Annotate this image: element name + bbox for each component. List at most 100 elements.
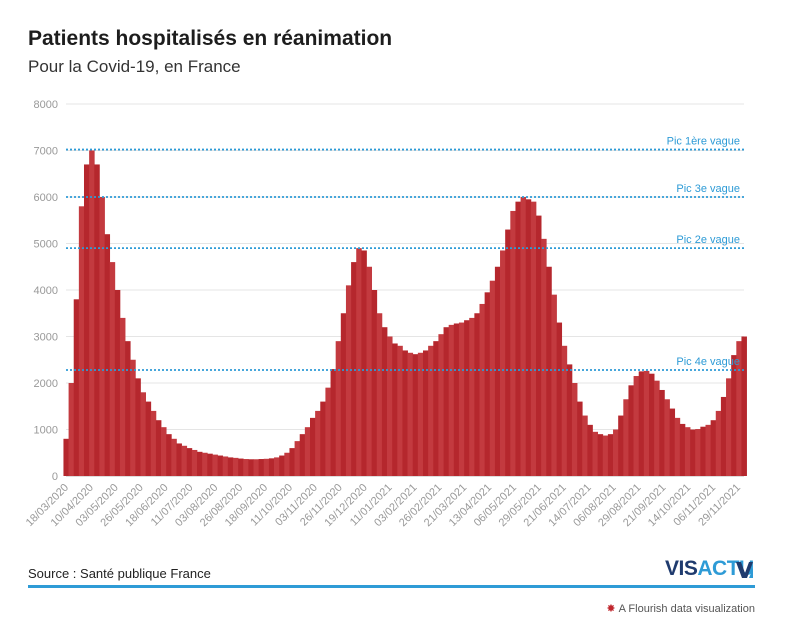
y-axis: 0 1000 2000 3000 4000 5000 6000 7000 8000 [34,99,58,483]
chart-title: Patients hospitalisés en réanimation [28,27,393,50]
bar [664,399,670,476]
bar [448,324,455,476]
bar [453,323,460,476]
bar [422,350,429,476]
bar [176,443,182,476]
bar [340,313,347,476]
bar [587,424,593,476]
bar [607,434,614,476]
bar [412,354,419,476]
bar [684,427,691,476]
bar [515,201,521,476]
bar [304,427,311,476]
bar [161,427,167,476]
bar [130,359,136,476]
bar [135,378,141,476]
bar [520,197,527,476]
bar [202,452,208,476]
bar [320,401,326,476]
bar [618,415,624,476]
bar [659,389,665,476]
bar [566,364,573,476]
bar [155,420,162,476]
bar [669,408,676,476]
bar [417,352,424,476]
bar [330,369,337,476]
bar [443,327,450,476]
flourish-label: A Flourish data visualization [618,603,755,615]
bar [541,238,547,476]
bar [643,370,650,476]
flourish-credit[interactable]: ✸ A Flourish data visualization [606,602,755,615]
bar [494,266,501,476]
bar [186,448,193,476]
bar [345,285,352,476]
y-tick-label: 1000 [34,425,58,437]
bar [597,434,604,476]
bar [140,392,146,476]
bar [150,410,157,476]
bar [556,322,563,476]
bar [381,327,388,476]
y-tick-label: 8000 [34,99,58,111]
reference-label: Pic 3e vague [676,183,740,195]
bar [469,317,475,476]
bar [83,164,90,476]
data-bars [63,150,747,477]
bar [207,453,213,476]
reference-label: Pic 2e vague [676,234,740,246]
bar [104,234,111,476]
y-tick-label: 0 [52,471,58,483]
bar [371,290,378,476]
bar [294,441,301,476]
bar [274,457,280,476]
y-tick-label: 6000 [34,192,58,204]
bar [715,410,722,476]
bar [433,341,439,476]
bar [705,424,711,476]
chart-subtitle: Pour la Covid-19, en France [28,57,241,76]
bar [248,459,254,476]
bar [109,262,116,476]
bar [458,322,465,476]
bar [551,294,557,476]
bar [94,164,100,476]
reference-label: Pic 1ère vague [667,136,740,148]
bar [78,206,85,477]
y-tick-label: 3000 [34,332,58,344]
bar [145,401,152,476]
bar [654,380,660,476]
bar [690,429,696,476]
bar [212,454,218,476]
y-tick-label: 2000 [34,378,58,390]
bar [268,458,275,476]
bar [407,352,414,476]
bar [577,401,583,476]
bar [238,458,244,476]
bar [530,201,537,476]
bar [125,341,131,476]
bar [335,341,342,476]
chart-area: Pic 1ère vague Pic 3e vague Pic 2e vague Pi… [24,99,747,529]
bar [428,345,434,476]
bar [464,320,470,476]
y-tick-label: 7000 [34,146,58,158]
bar [648,373,655,476]
flourish-star-icon: ✸ [606,603,616,615]
bar [73,299,80,476]
bar [63,438,69,476]
bar [628,385,634,476]
bar [361,250,367,476]
reference-label: Pic 4e vague [676,356,740,368]
bar [582,415,588,476]
bar [325,387,331,476]
bar [674,417,681,476]
bar [720,396,727,476]
bar [505,229,511,476]
bar [623,399,629,476]
bar [613,429,619,476]
bar [253,459,259,476]
y-tick-label: 4000 [34,285,58,297]
bar [89,150,95,476]
bar [99,197,105,476]
